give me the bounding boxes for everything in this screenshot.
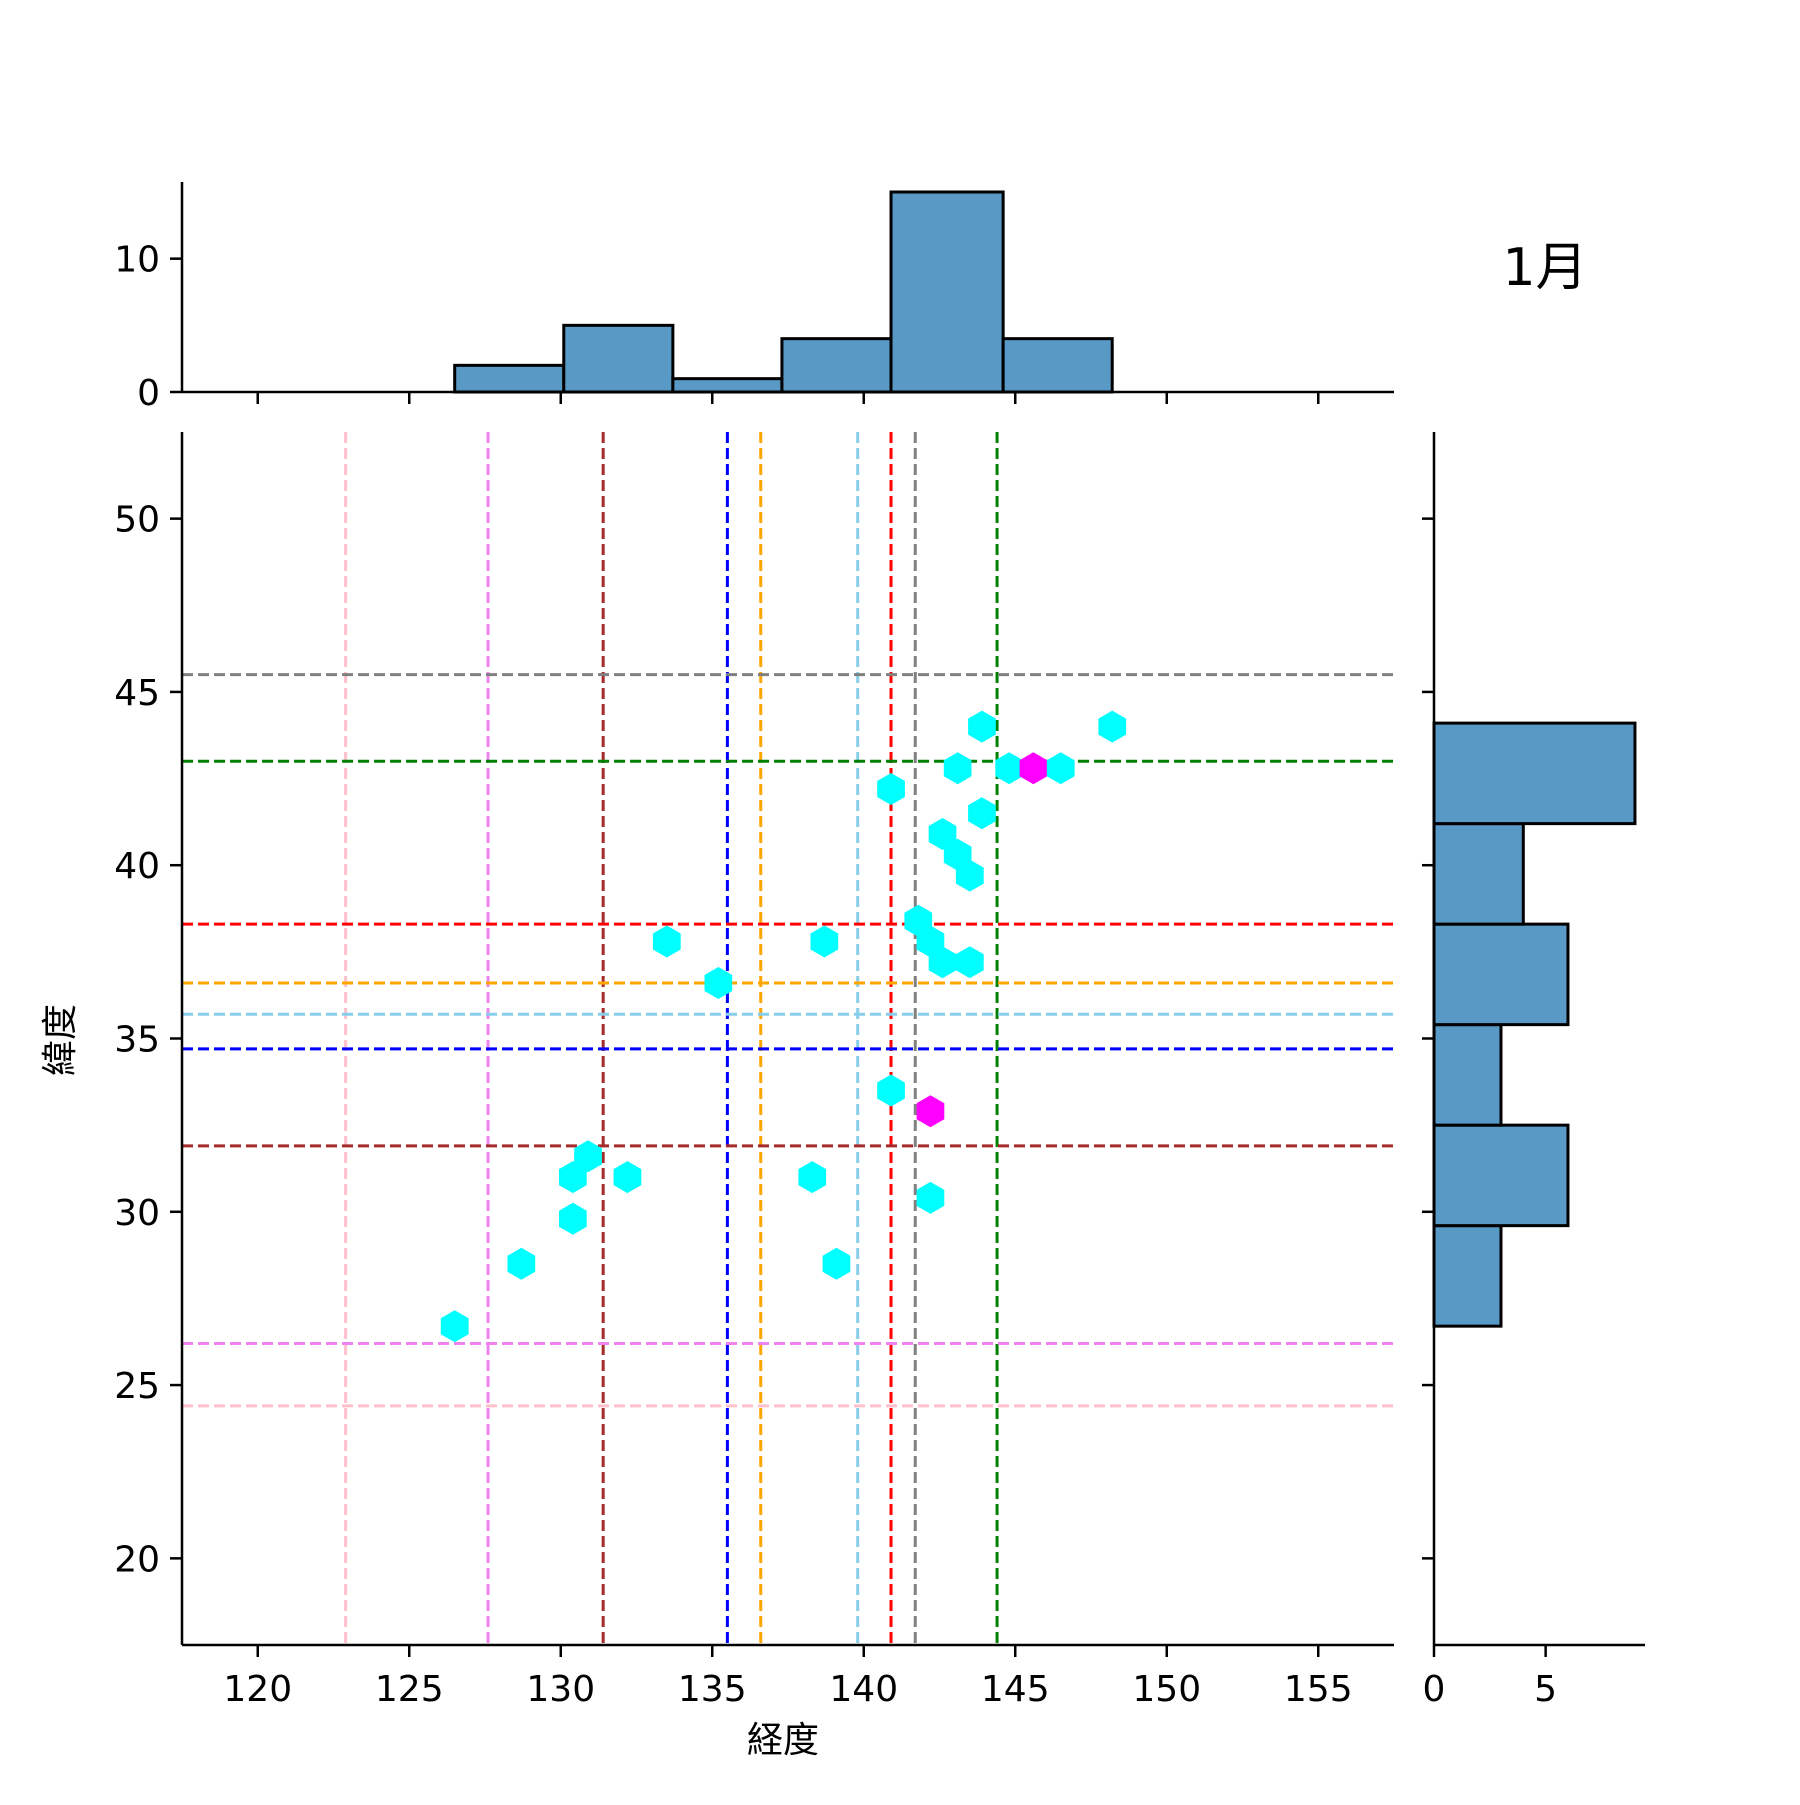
hexbin-cell — [1098, 710, 1127, 743]
y-tick-label: 40 — [114, 846, 160, 887]
main-hexbin-panel: 120 125 130 135 140 145 150 155 20 25 30 35 40 45 50 — [114, 432, 1394, 1710]
hexbin-cell — [822, 1247, 851, 1280]
x-tick-label: 130 — [526, 1669, 595, 1710]
hexbin-cell — [877, 773, 905, 805]
right-histogram-bar — [1432, 922, 1570, 1027]
hexbin-cell — [507, 1247, 536, 1280]
top-histogram-bar — [1001, 337, 1114, 394]
y-axis-label: 緯度 — [40, 1004, 81, 1076]
hexbin-cell — [955, 859, 984, 892]
hexbin-cell — [928, 818, 957, 850]
y-tick-label: 25 — [114, 1366, 160, 1407]
top-histogram-panel: 0 10 — [114, 182, 1394, 414]
hexbin-cell — [943, 752, 972, 785]
hexbin-cell — [968, 797, 996, 830]
right-hist-x-tick-label: 0 — [1423, 1669, 1446, 1710]
right-histogram-bar — [1432, 1224, 1503, 1328]
hexbin-cell — [916, 1095, 945, 1128]
right-histogram-bar — [1432, 1023, 1503, 1127]
top-hist-y-tick-label: 0 — [137, 373, 160, 414]
x-tick-label: 120 — [223, 1669, 292, 1710]
right-histogram-bar — [1432, 822, 1525, 926]
hexbin-cell — [916, 1181, 945, 1214]
hexbin-cell — [1019, 752, 1048, 785]
y-tick-label: 35 — [114, 1020, 160, 1061]
hexbin-cell — [574, 1140, 602, 1173]
hexbin-cell — [798, 1161, 827, 1194]
top-hist-y-tick-label: 10 — [114, 240, 160, 281]
hexbin-cell — [928, 946, 957, 979]
hexbin-cell — [440, 1310, 469, 1343]
x-tick-label: 150 — [1132, 1669, 1201, 1710]
chart-title: 1月 — [1502, 238, 1587, 298]
x-tick-label: 125 — [375, 1669, 444, 1710]
y-tick-label: 50 — [114, 500, 160, 541]
x-tick-label: 155 — [1284, 1669, 1353, 1710]
x-tick-label: 145 — [981, 1669, 1050, 1710]
hexbin-cell — [613, 1161, 642, 1194]
right-hist-x-tick-label: 5 — [1534, 1669, 1557, 1710]
hexbin-cell — [995, 752, 1023, 785]
y-tick-label: 30 — [114, 1193, 160, 1234]
hexbin-cell — [968, 710, 996, 743]
y-tick-label: 45 — [114, 673, 160, 714]
top-histogram-bar — [889, 190, 1005, 394]
hexbin-cell — [1046, 752, 1075, 785]
top-histogram-bar — [562, 323, 675, 394]
hexbin-cell — [559, 1161, 587, 1194]
hexbin-cell — [877, 1074, 905, 1107]
top-histogram-bar — [453, 363, 566, 394]
x-tick-label: 140 — [829, 1669, 898, 1710]
right-histogram-bar — [1432, 721, 1637, 826]
right-histogram-bar — [1432, 1123, 1570, 1228]
top-histogram-bar — [780, 337, 893, 394]
hexbin-cell — [955, 946, 984, 979]
x-tick-label: 135 — [678, 1669, 747, 1710]
hexbin-cell — [559, 1202, 587, 1235]
y-tick-label: 20 — [114, 1539, 160, 1580]
hexbin-cell — [704, 967, 733, 999]
top-histogram-bar — [671, 377, 784, 394]
x-axis-label: 経度 — [747, 1720, 819, 1761]
hexbin-cell — [810, 925, 839, 958]
hexbin-cell — [652, 925, 681, 958]
